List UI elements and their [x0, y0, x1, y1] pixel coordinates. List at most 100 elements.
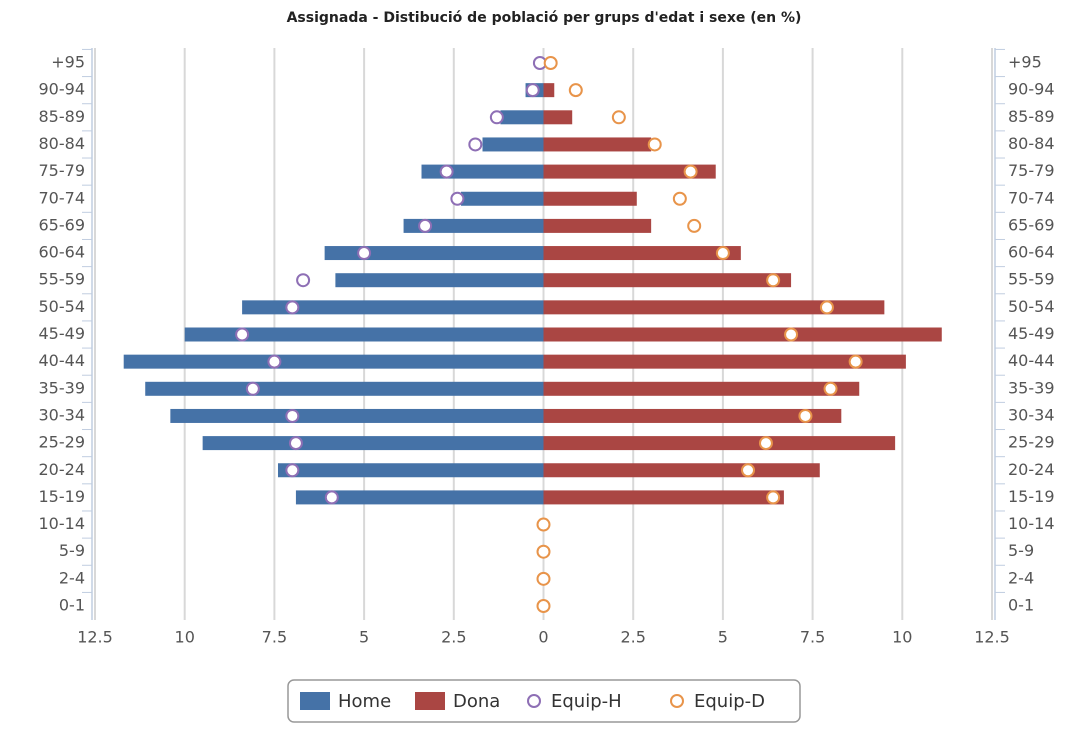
bar	[543, 381, 860, 396]
x-tick-label: 2.5	[441, 628, 466, 647]
bar	[543, 327, 942, 342]
y-tick-label-right: 35-39	[1008, 378, 1055, 397]
y-tick-label: 15-19	[39, 487, 86, 506]
bar	[543, 273, 792, 288]
legend-label: Dona	[453, 691, 500, 712]
chart-title: Assignada - Distibució de població per g…	[287, 10, 802, 26]
y-tick-label: 10-14	[39, 514, 86, 533]
bar	[543, 408, 842, 423]
y-tick-label-right: 65-69	[1008, 215, 1055, 234]
marker	[267, 354, 282, 369]
legend-label: Equip-D	[694, 691, 765, 712]
legend-swatch	[527, 694, 541, 708]
marker	[741, 463, 756, 478]
marker	[285, 300, 300, 315]
y-tick-label: 35-39	[39, 378, 86, 397]
y-tick-label-right: 20-24	[1008, 460, 1055, 479]
marker	[536, 571, 551, 586]
marker	[568, 83, 583, 98]
y-tick-label: 65-69	[39, 215, 86, 234]
y-tick-label: 30-34	[39, 405, 86, 424]
y-tick-label-right: 5-9	[1008, 541, 1034, 560]
marker	[683, 164, 698, 179]
x-tick-label: 0	[538, 628, 548, 647]
bar	[543, 354, 906, 369]
legend-swatch	[415, 692, 445, 710]
y-tick-label: 25-29	[39, 433, 86, 452]
x-tick-label: 10	[175, 628, 195, 647]
x-tick-label: 5	[359, 628, 369, 647]
y-tick-label: 80-84	[39, 134, 86, 153]
marker	[543, 56, 558, 70]
bar	[184, 327, 544, 342]
marker	[687, 218, 702, 233]
y-tick-label-right: 85-89	[1008, 107, 1055, 126]
legend-label: Home	[338, 691, 391, 712]
x-tick-label: 12.5	[974, 628, 1010, 647]
bar	[335, 273, 544, 288]
marker	[766, 490, 781, 505]
marker	[848, 354, 863, 369]
bar	[123, 354, 544, 369]
bar	[543, 137, 652, 152]
marker	[798, 408, 813, 423]
bar	[403, 218, 544, 233]
bar	[543, 83, 555, 98]
marker	[450, 191, 465, 206]
y-tick-label-right: 10-14	[1008, 514, 1055, 533]
bar	[543, 463, 820, 478]
marker	[766, 273, 781, 288]
marker	[823, 381, 838, 396]
marker	[525, 83, 540, 98]
bar	[145, 381, 544, 396]
y-tick-label: 60-64	[39, 243, 86, 262]
bar	[277, 463, 544, 478]
y-tick-label-right: 15-19	[1008, 487, 1055, 506]
marker	[489, 110, 504, 125]
y-tick-label-right: 50-54	[1008, 297, 1055, 316]
marker	[819, 300, 834, 315]
legend-label: Equip-H	[551, 691, 622, 712]
marker	[357, 246, 372, 261]
marker	[296, 273, 311, 288]
y-tick-label-right: 60-64	[1008, 243, 1055, 262]
y-tick-label-right: 0-1	[1008, 596, 1034, 615]
bar	[482, 137, 544, 152]
bar	[242, 300, 544, 315]
legend-swatch	[300, 692, 330, 710]
bar	[543, 490, 784, 505]
marker	[715, 246, 730, 261]
y-tick-label-right: 80-84	[1008, 134, 1055, 153]
y-tick-label-right: 55-59	[1008, 270, 1055, 289]
y-tick-label-right: 70-74	[1008, 188, 1055, 207]
bar	[543, 164, 716, 179]
x-tick-label: 7.5	[262, 628, 287, 647]
x-tick-label: 10	[892, 628, 912, 647]
bar	[324, 246, 544, 261]
y-tick-label: +95	[51, 53, 85, 72]
marker	[288, 436, 303, 451]
x-tick-label: 12.5	[77, 628, 113, 647]
bar	[543, 246, 741, 261]
y-tick-label-right: 45-49	[1008, 324, 1055, 343]
bar	[460, 191, 544, 206]
y-tick-label: 50-54	[39, 297, 86, 316]
marker	[439, 164, 454, 179]
bar	[170, 408, 544, 423]
y-tick-label-right: 90-94	[1008, 80, 1055, 99]
x-tick-label: 5	[718, 628, 728, 647]
y-tick-label: 45-49	[39, 324, 86, 343]
marker	[324, 490, 339, 505]
y-tick-label: 20-24	[39, 460, 86, 479]
marker	[536, 517, 551, 532]
y-tick-label-right: 2-4	[1008, 568, 1034, 587]
marker	[536, 599, 551, 613]
bar	[500, 110, 544, 125]
y-tick-label: 2-4	[59, 568, 85, 587]
y-tick-label: 90-94	[39, 80, 86, 99]
y-tick-label-right: 40-44	[1008, 351, 1055, 370]
y-tick-label-right: 25-29	[1008, 433, 1055, 452]
bar	[543, 300, 885, 315]
y-tick-label: 0-1	[59, 596, 85, 615]
